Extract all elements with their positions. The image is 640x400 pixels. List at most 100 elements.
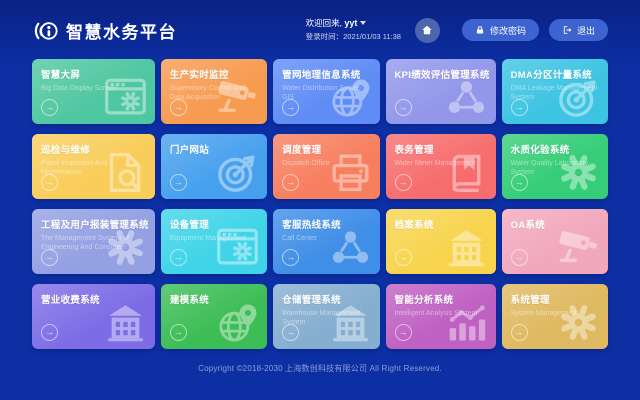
app-logo: 智慧水务平台 bbox=[32, 17, 177, 44]
water-logo-icon bbox=[34, 21, 58, 40]
login-time: 登录时间：2021/01/03 11:38 bbox=[306, 31, 401, 43]
arrow-icon[interactable] bbox=[41, 174, 58, 191]
card-title: 水质化验系统 bbox=[510, 145, 570, 156]
card-pipeline-gis[interactable]: 管网地理信息系统 Water Distribution System GIS bbox=[273, 59, 379, 124]
card-title: 设备管理 bbox=[169, 220, 210, 231]
card-title: DMA分区计量系统 bbox=[510, 70, 592, 81]
card-system-management[interactable]: 系统管理 System Management bbox=[502, 284, 608, 349]
card-subtitle: System Management bbox=[510, 310, 577, 317]
card-subtitle: Water Distribution System GIS bbox=[282, 85, 363, 102]
arrow-icon[interactable] bbox=[510, 324, 528, 341]
card-title: 智慧大屏 bbox=[41, 70, 81, 81]
book-icon bbox=[444, 150, 489, 195]
cctv-icon bbox=[556, 225, 601, 270]
card-title: OA系统 bbox=[510, 220, 546, 231]
logout-icon bbox=[563, 26, 572, 34]
login-time-label: 登录时间： bbox=[305, 32, 344, 42]
building-icon bbox=[103, 300, 148, 345]
logout-button[interactable]: 退出 bbox=[548, 19, 608, 41]
card-subtitle: DMA Leakage Management System bbox=[510, 85, 598, 102]
card-big-data-screen[interactable]: 智慧大屏 Big Data Display Screen bbox=[32, 59, 155, 124]
change-password-label: 修改密码 bbox=[489, 25, 526, 36]
card-title: 客服热线系统 bbox=[282, 220, 341, 231]
card-subtitle: Equipment Management bbox=[169, 235, 247, 242]
card-oa-system[interactable]: OA系统 bbox=[502, 209, 608, 274]
card-title: 门户网站 bbox=[169, 145, 210, 156]
arrow-icon[interactable] bbox=[510, 174, 528, 191]
app-grid: 智慧大屏 Big Data Display Screen 生产实时监控 Supe… bbox=[32, 59, 608, 349]
username[interactable]: yyt bbox=[344, 18, 358, 29]
arrow-icon[interactable] bbox=[510, 99, 528, 116]
card-kpi-evaluation[interactable]: KPI绩效评估管理系统 bbox=[386, 59, 496, 124]
card-warehouse-management[interactable]: 仓储管理系统 Warehouse Management System bbox=[273, 284, 379, 349]
card-water-quality-lab[interactable]: 水质化验系统 Water Quality Laboratory System bbox=[502, 134, 608, 199]
share-nodes-icon bbox=[328, 225, 373, 270]
window-gear-icon bbox=[103, 75, 148, 120]
card-title: 仓储管理系统 bbox=[282, 295, 341, 306]
arrow-icon[interactable] bbox=[282, 174, 300, 191]
card-title: 智能分析系统 bbox=[394, 295, 454, 306]
building-icon bbox=[444, 225, 489, 270]
user-welcome[interactable]: 欢迎回来, yyt 登录时间：2021/01/03 11:38 bbox=[306, 17, 401, 43]
card-title: 生产实时监控 bbox=[169, 70, 229, 81]
logout-label: 退出 bbox=[576, 25, 595, 36]
card-title: 工程及用户报装管理系统 bbox=[41, 220, 149, 231]
card-portal-website[interactable]: 门户网站 bbox=[161, 134, 267, 199]
card-engineering-consumer[interactable]: 工程及用户报装管理系统 The Management System of Eng… bbox=[32, 209, 155, 274]
arrow-icon[interactable] bbox=[169, 174, 187, 191]
card-subtitle: Call Center bbox=[282, 235, 318, 242]
window-gear-icon bbox=[215, 225, 260, 270]
card-equipment-management[interactable]: 设备管理 Equipment Management bbox=[161, 209, 267, 274]
card-subtitle: Warehouse Management System bbox=[282, 310, 361, 327]
arrow-icon[interactable] bbox=[394, 174, 412, 191]
app-title: 智慧水务平台 bbox=[66, 22, 177, 42]
arrow-icon[interactable] bbox=[394, 249, 412, 266]
card-title: 调度管理 bbox=[282, 145, 322, 156]
card-call-center[interactable]: 客服热线系统 Call Center bbox=[273, 209, 379, 274]
change-password-button[interactable]: 修改密码 bbox=[461, 19, 539, 41]
card-subtitle: Supervisory Control And Data Acquisition bbox=[169, 85, 246, 102]
card-dispatch-management[interactable]: 调度管理 Dispatch Office bbox=[273, 134, 379, 199]
arrow-icon[interactable] bbox=[41, 249, 58, 266]
card-subtitle: The Management System of Engineering And… bbox=[41, 235, 129, 252]
login-time-value: 2021/01/03 11:38 bbox=[343, 32, 401, 42]
arrow-icon[interactable] bbox=[282, 249, 300, 266]
arrow-icon[interactable] bbox=[394, 324, 412, 341]
card-meter-management[interactable]: 表务管理 Water Meter Management bbox=[386, 134, 496, 199]
card-dma-metering[interactable]: DMA分区计量系统 DMA Leakage Management System bbox=[502, 59, 608, 124]
welcome-line: 欢迎回来, yyt bbox=[306, 17, 401, 31]
arrow-icon[interactable] bbox=[169, 99, 187, 116]
card-billing-system[interactable]: 营业收费系统 bbox=[32, 284, 155, 349]
card-inspection-maintenance[interactable]: 巡检与维修 Patrol Inspection And Maintenance bbox=[32, 134, 155, 199]
card-archives-system[interactable]: 档案系统 bbox=[386, 209, 496, 274]
top-header: 智慧水务平台 欢迎回来, yyt 登录时间：2021/01/03 11:38 修… bbox=[0, 0, 640, 47]
card-subtitle: Big Data Display Screen bbox=[41, 85, 117, 92]
chevron-down-icon[interactable] bbox=[360, 21, 367, 26]
card-subtitle: Intelligent Analysis System bbox=[394, 310, 478, 317]
home-icon bbox=[422, 25, 433, 35]
arrow-icon[interactable] bbox=[169, 249, 187, 266]
card-subtitle: Water Meter Management bbox=[394, 160, 476, 167]
card-modeling-system[interactable]: 建模系统 bbox=[161, 284, 267, 349]
lock-icon bbox=[476, 26, 484, 34]
arrow-icon[interactable] bbox=[282, 324, 300, 341]
arrow-icon[interactable] bbox=[169, 324, 187, 341]
card-subtitle: Dispatch Office bbox=[282, 160, 330, 167]
card-title: 管网地理信息系统 bbox=[282, 70, 361, 81]
card-subtitle: Water Quality Laboratory System bbox=[510, 160, 589, 177]
arrow-icon[interactable] bbox=[510, 249, 528, 266]
printer-icon bbox=[328, 150, 373, 195]
card-title: 巡检与维修 bbox=[41, 145, 91, 156]
share-nodes-icon bbox=[444, 75, 489, 120]
gear-icon bbox=[556, 300, 601, 345]
arrow-icon[interactable] bbox=[282, 99, 300, 116]
arrow-icon[interactable] bbox=[394, 99, 412, 116]
chart-icon bbox=[444, 300, 489, 345]
arrow-icon[interactable] bbox=[41, 324, 58, 341]
home-button[interactable] bbox=[414, 17, 440, 43]
card-intelligent-analysis[interactable]: 智能分析系统 Intelligent Analysis System bbox=[386, 284, 496, 349]
globe-pin-icon bbox=[215, 300, 260, 345]
card-production-monitoring[interactable]: 生产实时监控 Supervisory Control And Data Acqu… bbox=[161, 59, 267, 124]
card-title: 档案系统 bbox=[394, 220, 434, 231]
arrow-icon[interactable] bbox=[41, 99, 58, 116]
